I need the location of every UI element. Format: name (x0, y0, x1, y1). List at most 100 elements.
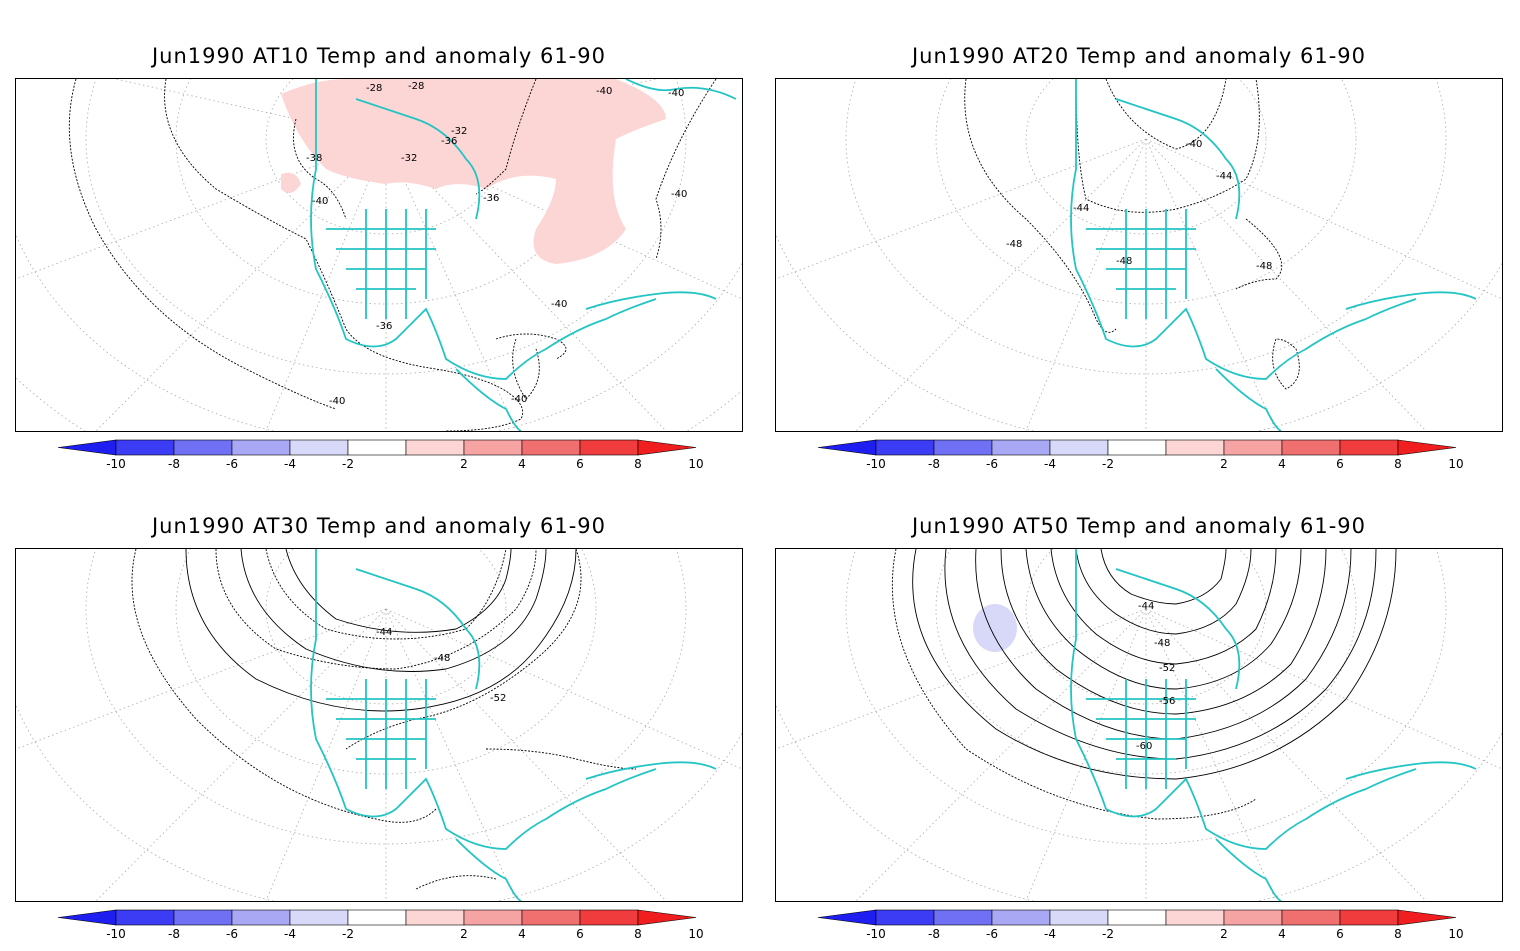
contour-label: -48 (1006, 239, 1022, 250)
colorbar-swatch (1397, 909, 1457, 926)
contour-label: -32 (451, 126, 467, 137)
contour-label-group: -40 -44 -44 -48 -48 -48 (1006, 139, 1272, 272)
colorbar: -10 -8 -6 -4 -2 2 4 6 8 10 (817, 437, 1478, 477)
colorbar-swatch (347, 909, 407, 926)
contour-label-group: -44 -48 -52 (376, 627, 506, 704)
contour-label: -48 (1116, 256, 1132, 267)
colorbar-tick-label: 6 (576, 457, 584, 471)
colorbar-tick-label: 2 (1220, 457, 1228, 471)
colorbar-swatch (991, 909, 1051, 926)
colorbar-swatch (115, 909, 175, 926)
colorbar-swatch (405, 439, 465, 456)
colorbar-swatch (817, 439, 877, 456)
colorbar-swatch (57, 909, 117, 926)
colorbar-tick-label: 4 (518, 457, 526, 471)
isotherms-solid (912, 549, 1397, 780)
colorbar-tick-label: 6 (576, 927, 584, 941)
contour-label: -60 (1136, 741, 1152, 752)
colorbar-swatch (1281, 439, 1341, 456)
map-at10: -28 -28 -32 -32 -36 -38 -36 -40 -40 -40 … (15, 78, 743, 432)
coastlines (310, 549, 717, 901)
colorbar-swatch (1107, 909, 1167, 926)
contour-label: -36 (483, 193, 499, 204)
colorbar-swatch (289, 439, 349, 456)
isotherms-solid (185, 549, 577, 712)
colorbar-swatches (817, 439, 1457, 456)
panel-at10: Jun1990 AT10 Temp and anomaly 61-90 (0, 0, 760, 471)
colorbar-swatch (1281, 909, 1341, 926)
colorbar-ticks: -10 -8 -6 -4 -2 2 4 6 8 10 (106, 927, 703, 941)
colorbar-swatch (1165, 909, 1225, 926)
lat-lon-grid (776, 79, 1502, 431)
colorbar-swatch (231, 439, 291, 456)
colorbar-tick-label: 6 (1336, 457, 1344, 471)
colorbar-tick-label: 8 (634, 927, 642, 941)
contour-label: -36 (441, 136, 457, 147)
colorbar-swatch (521, 909, 581, 926)
colorbar-ticks: -10 -8 -6 -4 -2 2 4 6 8 10 (106, 457, 703, 471)
colorbar-tick-label: 10 (688, 927, 703, 941)
colorbar-swatch (231, 909, 291, 926)
panel-at20: Jun1990 AT20 Temp and anomaly 61-90 (760, 0, 1520, 471)
contour-label: -40 (312, 196, 328, 207)
contour-label: -44 (1138, 601, 1154, 612)
panel-title: Jun1990 AT10 Temp and anomaly 61-90 (151, 44, 607, 68)
colorbar-tick-label: -4 (1044, 457, 1056, 471)
colorbar-tick-label: 8 (1394, 927, 1402, 941)
colorbar-tick-label: -4 (284, 457, 296, 471)
colorbar: -10 -8 -6 -4 -2 2 4 6 8 10 (57, 437, 718, 477)
contour-label: -44 (376, 627, 392, 638)
contour-label: -40 (1186, 139, 1202, 150)
colorbar-tick-label: 2 (460, 457, 468, 471)
colorbar-swatches (817, 909, 1457, 926)
coastlines (310, 79, 737, 431)
colorbar-swatch (347, 439, 407, 456)
colorbar-swatch (1049, 439, 1109, 456)
contour-label: -40 (668, 88, 684, 99)
contour-label-group: -28 -28 -32 -32 -36 -38 -36 -40 -40 -40 … (306, 81, 687, 407)
positive-anomaly-region (281, 79, 666, 264)
contour-label: -28 (366, 83, 382, 94)
contour-label: -28 (408, 81, 424, 92)
colorbar-tick-label: -10 (866, 927, 886, 941)
colorbar-tick-label: 10 (688, 457, 703, 471)
contour-label: -32 (401, 153, 417, 164)
panel-at30: Jun1990 AT30 Temp and anomaly 61-90 (0, 470, 760, 941)
map-at20: -40 -44 -44 -48 -48 -48 (775, 78, 1503, 432)
contour-label: -40 (671, 189, 687, 200)
contour-label: -48 (1154, 638, 1170, 649)
coastlines (1070, 79, 1477, 431)
colorbar-swatch (57, 439, 117, 456)
colorbar-tick-label: 4 (518, 927, 526, 941)
colorbar-swatch (933, 909, 993, 926)
map-at30: -44 -48 -52 (15, 548, 743, 902)
panel-at50: Jun1990 AT50 Temp and anomaly 61-90 (760, 470, 1520, 941)
contour-label: -38 (306, 153, 322, 164)
colorbar-tick-label: -2 (342, 927, 354, 941)
colorbar-swatch (637, 909, 697, 926)
colorbar-tick-label: -8 (168, 927, 180, 941)
colorbar-swatch (115, 439, 175, 456)
colorbar-tick-label: -8 (168, 457, 180, 471)
colorbar: -10 -8 -6 -4 -2 2 4 6 8 10 (817, 907, 1478, 947)
colorbar-tick-label: -8 (928, 457, 940, 471)
colorbar-swatch (1049, 909, 1109, 926)
coastlines (1070, 549, 1477, 901)
colorbar-tick-label: -8 (928, 927, 940, 941)
contour-label: -52 (490, 693, 506, 704)
colorbar-tick-label: 10 (1448, 927, 1463, 941)
colorbar-tick-label: -10 (866, 457, 886, 471)
colorbar-tick-label: -6 (986, 927, 998, 941)
colorbar-swatch (463, 439, 523, 456)
lat-lon-grid (16, 549, 742, 901)
colorbar-swatch (173, 439, 233, 456)
contour-label: -52 (1159, 663, 1175, 674)
lat-lon-grid (776, 549, 1502, 901)
colorbar-tick-label: -6 (226, 927, 238, 941)
colorbar-tick-label: 10 (1448, 457, 1463, 471)
colorbar-swatches (57, 909, 697, 926)
colorbar-tick-label: -4 (284, 927, 296, 941)
colorbar-swatch (1339, 439, 1399, 456)
colorbar-swatch (579, 909, 639, 926)
colorbar-tick-label: 4 (1278, 927, 1286, 941)
